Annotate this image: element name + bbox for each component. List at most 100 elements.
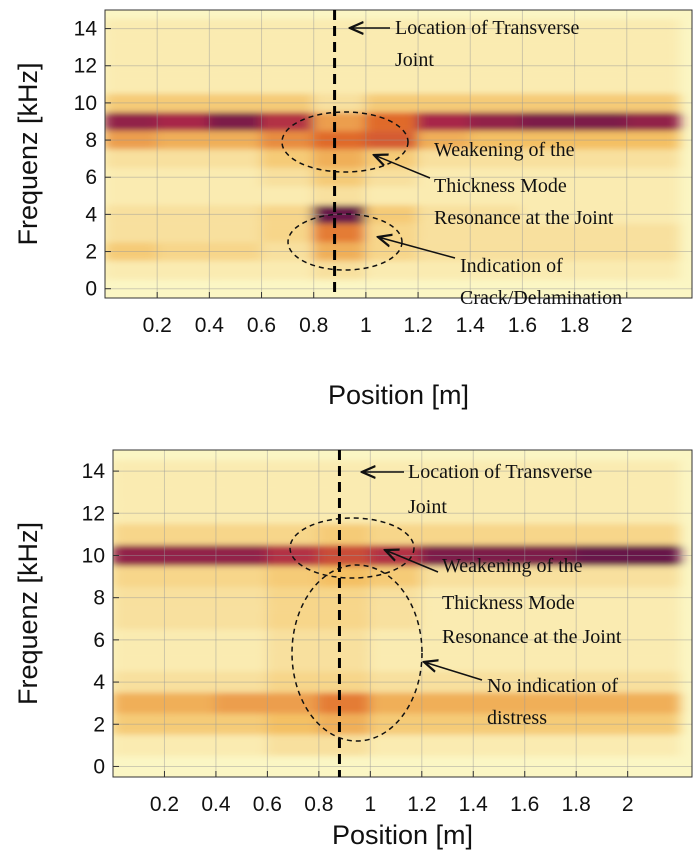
heat-cell: [469, 167, 524, 187]
heat-cell: [156, 205, 211, 224]
annotation-arrow: [385, 550, 439, 573]
heat-cell: [317, 566, 372, 588]
heat-cell: [420, 460, 475, 482]
plot-frame: [112, 449, 693, 778]
heat-cell: [573, 112, 628, 131]
heat-cell: [317, 481, 372, 503]
heat-cell: [573, 242, 628, 261]
heat-cell: [163, 544, 217, 567]
annotation: Location of Transverse: [408, 461, 593, 483]
heat-cell: [312, 93, 367, 113]
heatmap: [113, 460, 681, 756]
heat-cell: [266, 566, 320, 588]
heat-cell: [573, 19, 628, 38]
x-tick-label: 0.4: [195, 314, 225, 337]
heat-cell: [113, 608, 166, 630]
heat-cell: [260, 19, 315, 38]
heat-cell: [156, 56, 211, 76]
heat-cell: [317, 523, 372, 545]
y-tick-label: 0: [93, 755, 105, 778]
heat-cell: [260, 37, 315, 57]
heat-cell: [163, 629, 217, 651]
heat-cell: [260, 242, 315, 261]
heat-cell: [420, 671, 475, 693]
heat-cell: [260, 75, 315, 94]
heat-cell: [625, 75, 680, 94]
heat-cell: [214, 587, 269, 609]
heat-cell: [312, 75, 367, 94]
heat-cell: [266, 671, 320, 693]
y-tick-label: 10: [74, 92, 97, 115]
heat-cell: [260, 223, 315, 243]
annotation: No indication of: [487, 675, 618, 697]
x-axis-title: Position [m]: [328, 380, 469, 410]
heat-cell: [113, 587, 166, 609]
heat-cell: [626, 481, 681, 503]
annotation-arrow: [424, 662, 483, 681]
heat-cell: [417, 37, 472, 57]
heat-cell: [163, 502, 217, 524]
heat-cell: [312, 242, 367, 261]
heat-cell: [472, 608, 526, 630]
heat-cell: [369, 460, 423, 482]
heat-cell: [214, 713, 269, 735]
heat-cell: [521, 260, 576, 280]
heat-cell: [575, 692, 629, 714]
heat-cell: [156, 19, 211, 38]
heat-cell: [113, 566, 166, 588]
annotation: Location of Transverse: [395, 17, 580, 39]
heat-cell: [369, 587, 423, 609]
heat-cell: [369, 629, 423, 651]
y-tick-label: 8: [85, 129, 97, 152]
heat-cell: [420, 502, 475, 524]
heat-cell: [420, 523, 475, 545]
heat-cell: [472, 523, 526, 545]
annotation: Indication of: [460, 255, 563, 277]
heat-cell: [312, 167, 367, 187]
heat-cell: [317, 671, 372, 693]
heat-cell: [364, 186, 420, 206]
heat-cell: [573, 130, 628, 150]
heat-cell: [312, 112, 367, 131]
heat-cell: [105, 223, 159, 243]
highlight-ellipse: [281, 111, 409, 173]
heat-cell: [469, 149, 524, 168]
heat-cell: [523, 587, 578, 609]
heatmap: [105, 19, 680, 280]
heat-cell: [417, 149, 472, 168]
y-tick-label: 2: [85, 241, 97, 264]
heat-cell: [260, 186, 315, 206]
heat-cell: [312, 186, 367, 206]
heat-cell: [105, 75, 159, 94]
x-tick-label: 0.8: [299, 314, 328, 337]
heat-cell: [105, 149, 159, 168]
heat-cell: [214, 460, 269, 482]
heat-cell: [260, 112, 315, 131]
heat-cell: [113, 460, 166, 482]
heat-cell: [625, 56, 680, 76]
heat-cell: [214, 650, 269, 672]
heat-cell: [260, 93, 315, 113]
heat-cell: [364, 93, 420, 113]
heat-cell: [156, 130, 211, 150]
heat-cell: [523, 629, 578, 651]
heat-cell: [472, 734, 526, 756]
heat-cell: [626, 523, 681, 545]
heat-cell: [521, 56, 576, 76]
heat-cell: [317, 608, 372, 630]
heat-cell: [469, 112, 524, 131]
heat-cell: [469, 130, 524, 150]
heat-cell: [105, 130, 159, 150]
heat-cell: [105, 56, 159, 76]
heat-cell: [113, 713, 166, 735]
heat-cell: [575, 734, 629, 756]
heat-cell: [469, 75, 524, 94]
x-tick-label: 1.6: [508, 314, 537, 337]
heat-cell: [317, 650, 372, 672]
heat-cell: [163, 608, 217, 630]
x-tick-label: 1.8: [562, 793, 591, 816]
annotation: Thickness Mode: [434, 175, 567, 197]
heat-cell: [317, 587, 372, 609]
heat-cell: [208, 56, 263, 76]
heat-cell: [312, 37, 367, 57]
